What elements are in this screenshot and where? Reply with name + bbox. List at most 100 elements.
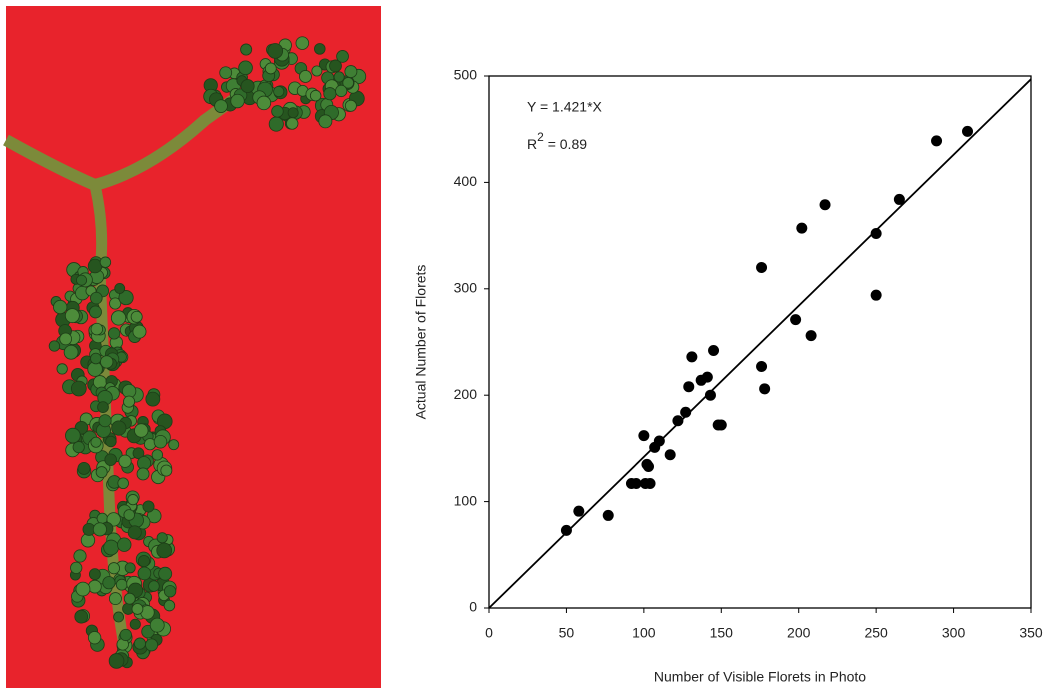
floret: [149, 581, 160, 592]
equation-annotation: Y = 1.421*X: [527, 99, 603, 115]
x-tick-label: 100: [632, 625, 656, 641]
data-point: [759, 383, 770, 394]
floret: [157, 543, 172, 558]
floret: [134, 638, 145, 649]
floret: [88, 631, 101, 644]
floret: [154, 435, 167, 448]
floret: [115, 283, 125, 293]
floret: [231, 94, 245, 108]
data-point: [796, 223, 807, 234]
floret: [116, 579, 127, 590]
floret: [130, 619, 140, 629]
data-point: [683, 381, 694, 392]
floret: [99, 415, 111, 427]
floret: [108, 328, 119, 339]
data-point: [561, 525, 572, 536]
floret: [120, 629, 131, 640]
floret: [71, 562, 82, 573]
floret: [96, 467, 107, 478]
data-point: [702, 372, 713, 383]
floret: [65, 428, 80, 443]
data-point: [705, 390, 716, 401]
floret: [76, 275, 86, 285]
floret: [90, 292, 102, 304]
floret: [65, 309, 79, 323]
data-point: [871, 290, 882, 301]
y-tick-label: 100: [454, 492, 478, 508]
floret: [146, 639, 158, 651]
y-axis-label: Actual Number of Florets: [413, 265, 429, 420]
floret: [117, 538, 131, 552]
floret: [336, 85, 347, 96]
r2-annotation: R2 = 0.89: [527, 130, 587, 152]
floret: [88, 580, 101, 593]
x-tick-label: 200: [787, 625, 811, 641]
x-tick-label: 0: [485, 625, 493, 641]
x-tick-label: 300: [942, 625, 966, 641]
y-tick-label: 300: [454, 280, 478, 296]
y-tick-label: 400: [454, 173, 478, 189]
floret: [345, 66, 357, 78]
floret: [78, 462, 90, 474]
data-point: [680, 407, 691, 418]
floret: [138, 555, 149, 566]
floret: [164, 600, 175, 611]
data-point: [603, 510, 614, 521]
floret: [124, 593, 135, 604]
floret: [137, 468, 149, 480]
floret: [109, 654, 124, 669]
floret: [49, 341, 60, 352]
floret: [334, 72, 344, 82]
data-point: [756, 262, 767, 273]
floret: [109, 593, 121, 605]
floret: [310, 90, 321, 101]
data-point: [638, 430, 649, 441]
floret: [159, 567, 172, 580]
floret: [74, 550, 86, 562]
floret: [143, 501, 154, 512]
floret: [114, 612, 124, 622]
floret: [53, 300, 66, 313]
floret: [93, 523, 106, 536]
floret: [345, 100, 356, 111]
data-point: [871, 228, 882, 239]
x-axis-label: Number of Visible Florets in Photo: [654, 669, 866, 685]
floret: [241, 80, 254, 93]
floret: [103, 577, 115, 589]
floret: [150, 618, 164, 632]
floret: [75, 610, 88, 623]
floret: [125, 563, 135, 573]
floret: [132, 603, 143, 614]
data-point: [931, 135, 942, 146]
floret: [169, 440, 179, 450]
floret: [64, 345, 78, 359]
floret: [161, 465, 172, 476]
page: 0501001502002503003500100200300400500Num…: [0, 0, 1047, 689]
floret: [299, 70, 311, 82]
floret: [71, 381, 86, 396]
data-point: [665, 449, 676, 460]
floret: [128, 526, 141, 539]
x-tick-label: 150: [710, 625, 734, 641]
floret: [123, 396, 134, 407]
floret: [112, 421, 126, 435]
floret: [257, 96, 271, 110]
floret: [100, 257, 111, 268]
data-point: [672, 415, 683, 426]
floret: [98, 402, 109, 413]
r2-base: R: [527, 136, 537, 152]
y-tick-label: 0: [469, 599, 477, 615]
data-point: [820, 199, 831, 210]
floret: [90, 353, 101, 364]
photo: [6, 6, 381, 688]
floret: [324, 88, 336, 100]
floret: [164, 585, 176, 597]
x-tick-label: 250: [864, 625, 888, 641]
floret: [296, 37, 309, 50]
floret: [215, 100, 228, 113]
floret: [272, 106, 284, 118]
floret: [265, 63, 276, 74]
floret: [312, 66, 322, 76]
floret: [76, 582, 90, 596]
floret: [134, 424, 148, 438]
